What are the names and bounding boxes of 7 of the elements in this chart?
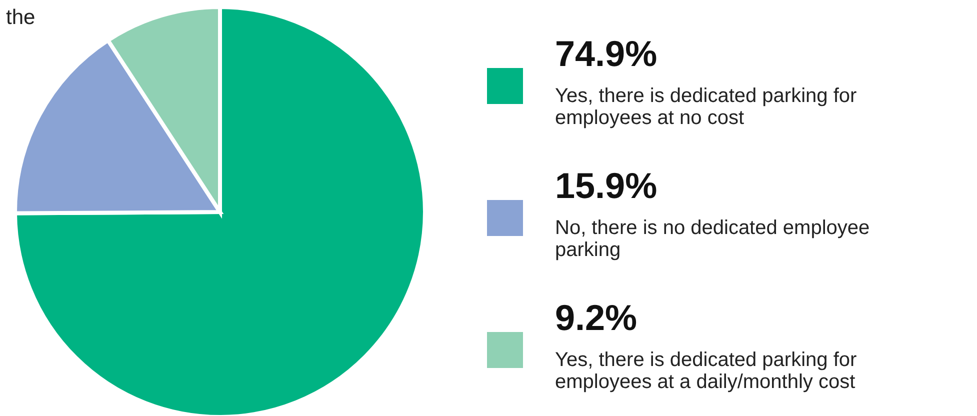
- data-label: 15.9%: [555, 165, 658, 206]
- legend-label: No, there is no dedicated employee parking: [555, 217, 870, 261]
- legend-label: Yes, there is dedicated parking for employees at a daily/monthly cost: [555, 349, 858, 393]
- data-label: 9.2%: [555, 297, 638, 338]
- legend-label: Yes, there is dedicated parking for employees at no cost: [555, 85, 858, 129]
- data-label: 74.9%: [555, 33, 658, 74]
- text: the: [6, 6, 36, 29]
